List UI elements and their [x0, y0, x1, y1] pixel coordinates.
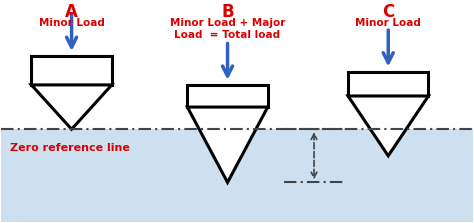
Text: B: B	[221, 3, 234, 21]
Text: Zero reference line: Zero reference line	[10, 142, 130, 153]
Polygon shape	[187, 107, 268, 182]
Bar	[187, 85, 268, 107]
Bar	[348, 72, 428, 96]
Bar	[31, 56, 112, 85]
Text: Minor Load: Minor Load	[356, 19, 421, 28]
Text: C: C	[382, 3, 394, 21]
Bar	[0, 129, 474, 222]
Text: A: A	[65, 3, 78, 21]
Polygon shape	[31, 85, 112, 129]
Polygon shape	[348, 96, 428, 156]
Text: Minor Load + Major
Load  = Total load: Minor Load + Major Load = Total load	[170, 19, 285, 40]
Text: Minor Load: Minor Load	[39, 19, 105, 28]
